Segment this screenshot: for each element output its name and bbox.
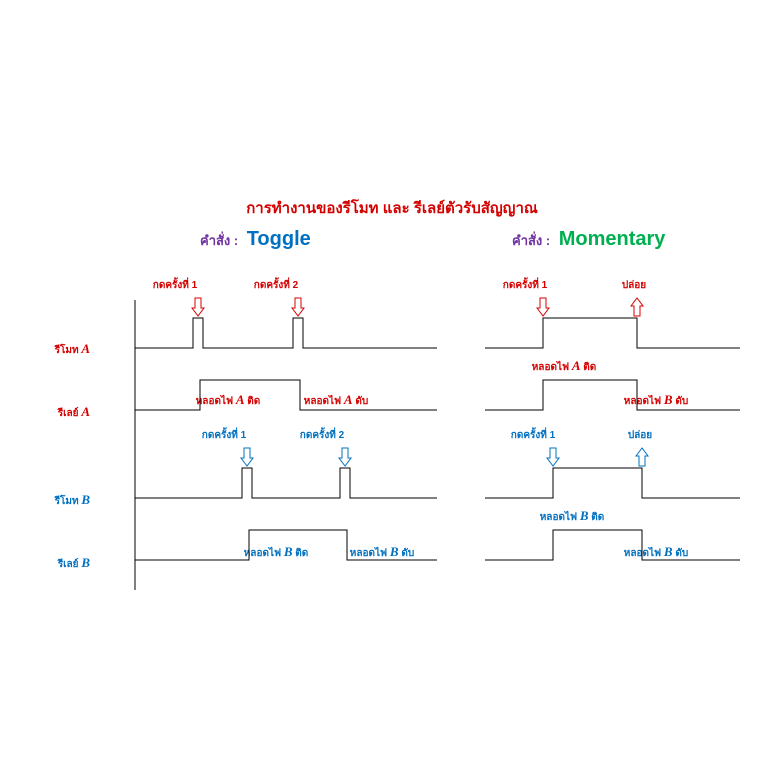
timing-diagram (0, 0, 784, 784)
